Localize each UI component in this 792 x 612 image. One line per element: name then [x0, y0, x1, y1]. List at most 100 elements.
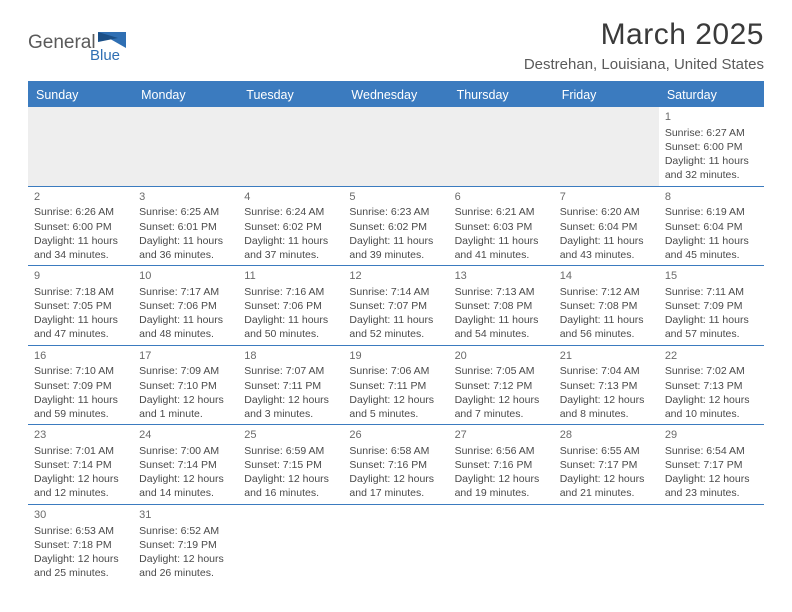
calendar-day-cell: 11Sunrise: 7:16 AMSunset: 7:06 PMDayligh… [238, 266, 343, 346]
sunset-text: Sunset: 7:09 PM [665, 299, 760, 313]
calendar-empty-cell [554, 504, 659, 583]
calendar-day-cell: 6Sunrise: 6:21 AMSunset: 6:03 PMDaylight… [449, 186, 554, 266]
calendar-day-cell: 12Sunrise: 7:14 AMSunset: 7:07 PMDayligh… [343, 266, 448, 346]
calendar-day-cell: 14Sunrise: 7:12 AMSunset: 7:08 PMDayligh… [554, 266, 659, 346]
logo: General Blue [28, 26, 138, 62]
daylight-text: Daylight: 11 hours [455, 234, 550, 248]
daylight-text: Daylight: 11 hours [34, 313, 129, 327]
sunrise-text: Sunrise: 6:23 AM [349, 205, 444, 219]
sunrise-text: Sunrise: 6:24 AM [244, 205, 339, 219]
sunset-text: Sunset: 6:01 PM [139, 220, 234, 234]
sunrise-text: Sunrise: 7:10 AM [34, 364, 129, 378]
daylight-text: Daylight: 11 hours [139, 313, 234, 327]
calendar-empty-cell [238, 504, 343, 583]
daylight-text: and 59 minutes. [34, 407, 129, 421]
logo-text-blue: Blue [90, 47, 120, 62]
calendar-header-cell: Tuesday [238, 82, 343, 107]
calendar-day-cell: 9Sunrise: 7:18 AMSunset: 7:05 PMDaylight… [28, 266, 133, 346]
daylight-text: and 8 minutes. [560, 407, 655, 421]
sunrise-text: Sunrise: 6:25 AM [139, 205, 234, 219]
calendar-empty-cell [554, 107, 659, 186]
page-title: March 2025 [524, 18, 764, 52]
calendar-day-cell: 7Sunrise: 6:20 AMSunset: 6:04 PMDaylight… [554, 186, 659, 266]
day-number: 15 [665, 269, 760, 284]
daylight-text: and 26 minutes. [139, 566, 234, 580]
calendar-day-cell: 16Sunrise: 7:10 AMSunset: 7:09 PMDayligh… [28, 345, 133, 425]
sunset-text: Sunset: 7:19 PM [139, 538, 234, 552]
calendar-day-cell: 29Sunrise: 6:54 AMSunset: 7:17 PMDayligh… [659, 425, 764, 505]
daylight-text: and 37 minutes. [244, 248, 339, 262]
daylight-text: and 7 minutes. [455, 407, 550, 421]
day-number: 11 [244, 269, 339, 284]
day-number: 31 [139, 508, 234, 523]
sunset-text: Sunset: 6:04 PM [665, 220, 760, 234]
daylight-text: and 50 minutes. [244, 327, 339, 341]
sunrise-text: Sunrise: 6:26 AM [34, 205, 129, 219]
sunrise-text: Sunrise: 6:53 AM [34, 524, 129, 538]
calendar-body: 1Sunrise: 6:27 AMSunset: 6:00 PMDaylight… [28, 107, 764, 583]
day-number: 24 [139, 428, 234, 443]
sunrise-text: Sunrise: 6:55 AM [560, 444, 655, 458]
daylight-text: and 25 minutes. [34, 566, 129, 580]
day-number: 25 [244, 428, 339, 443]
daylight-text: Daylight: 12 hours [244, 393, 339, 407]
calendar-week-row: 30Sunrise: 6:53 AMSunset: 7:18 PMDayligh… [28, 504, 764, 583]
daylight-text: Daylight: 11 hours [34, 393, 129, 407]
calendar-day-cell: 5Sunrise: 6:23 AMSunset: 6:02 PMDaylight… [343, 186, 448, 266]
calendar-table: SundayMondayTuesdayWednesdayThursdayFrid… [28, 81, 764, 583]
daylight-text: Daylight: 12 hours [455, 393, 550, 407]
day-number: 20 [455, 349, 550, 364]
sunrise-text: Sunrise: 7:09 AM [139, 364, 234, 378]
calendar-day-cell: 4Sunrise: 6:24 AMSunset: 6:02 PMDaylight… [238, 186, 343, 266]
sunset-text: Sunset: 7:06 PM [139, 299, 234, 313]
day-number: 1 [665, 110, 760, 125]
daylight-text: and 14 minutes. [139, 486, 234, 500]
calendar-day-cell: 15Sunrise: 7:11 AMSunset: 7:09 PMDayligh… [659, 266, 764, 346]
daylight-text: Daylight: 11 hours [244, 234, 339, 248]
calendar-header-cell: Sunday [28, 82, 133, 107]
day-number: 10 [139, 269, 234, 284]
logo-icon: General Blue [28, 26, 138, 62]
sunset-text: Sunset: 7:13 PM [665, 379, 760, 393]
calendar-week-row: 23Sunrise: 7:01 AMSunset: 7:14 PMDayligh… [28, 425, 764, 505]
daylight-text: Daylight: 12 hours [665, 393, 760, 407]
calendar-empty-cell [28, 107, 133, 186]
sunset-text: Sunset: 6:00 PM [34, 220, 129, 234]
day-number: 7 [560, 190, 655, 205]
day-number: 19 [349, 349, 444, 364]
sunrise-text: Sunrise: 7:01 AM [34, 444, 129, 458]
sunrise-text: Sunrise: 7:16 AM [244, 285, 339, 299]
sunrise-text: Sunrise: 6:54 AM [665, 444, 760, 458]
calendar-day-cell: 1Sunrise: 6:27 AMSunset: 6:00 PMDaylight… [659, 107, 764, 186]
daylight-text: Daylight: 12 hours [139, 393, 234, 407]
day-number: 3 [139, 190, 234, 205]
daylight-text: and 34 minutes. [34, 248, 129, 262]
calendar-day-cell: 26Sunrise: 6:58 AMSunset: 7:16 PMDayligh… [343, 425, 448, 505]
daylight-text: and 56 minutes. [560, 327, 655, 341]
calendar-day-cell: 8Sunrise: 6:19 AMSunset: 6:04 PMDaylight… [659, 186, 764, 266]
sunrise-text: Sunrise: 6:56 AM [455, 444, 550, 458]
calendar-day-cell: 3Sunrise: 6:25 AMSunset: 6:01 PMDaylight… [133, 186, 238, 266]
day-number: 29 [665, 428, 760, 443]
calendar-day-cell: 20Sunrise: 7:05 AMSunset: 7:12 PMDayligh… [449, 345, 554, 425]
sunrise-text: Sunrise: 7:14 AM [349, 285, 444, 299]
calendar-week-row: 1Sunrise: 6:27 AMSunset: 6:00 PMDaylight… [28, 107, 764, 186]
sunset-text: Sunset: 7:12 PM [455, 379, 550, 393]
daylight-text: and 45 minutes. [665, 248, 760, 262]
day-number: 17 [139, 349, 234, 364]
daylight-text: Daylight: 11 hours [455, 313, 550, 327]
daylight-text: and 3 minutes. [244, 407, 339, 421]
calendar-day-cell: 2Sunrise: 6:26 AMSunset: 6:00 PMDaylight… [28, 186, 133, 266]
daylight-text: and 39 minutes. [349, 248, 444, 262]
daylight-text: Daylight: 11 hours [349, 313, 444, 327]
day-number: 8 [665, 190, 760, 205]
calendar-empty-cell [659, 504, 764, 583]
sunrise-text: Sunrise: 6:20 AM [560, 205, 655, 219]
sunrise-text: Sunrise: 7:13 AM [455, 285, 550, 299]
sunset-text: Sunset: 6:00 PM [665, 140, 760, 154]
day-number: 22 [665, 349, 760, 364]
sunset-text: Sunset: 7:13 PM [560, 379, 655, 393]
day-number: 4 [244, 190, 339, 205]
calendar-header-cell: Thursday [449, 82, 554, 107]
logo-text-general: General [28, 32, 96, 53]
